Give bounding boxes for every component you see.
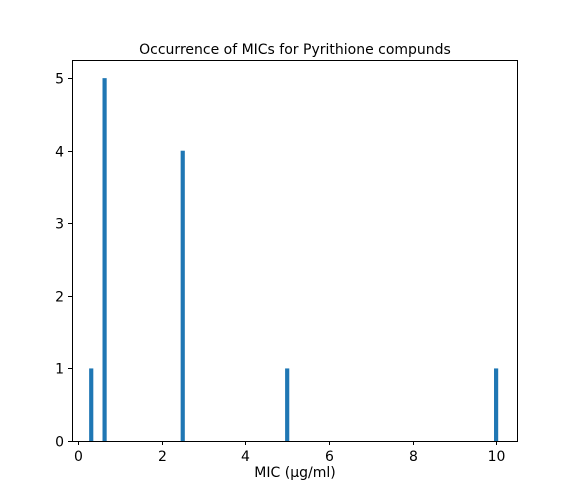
- x-tick-label: 6: [325, 449, 334, 465]
- bar-3: [285, 368, 290, 441]
- x-tick-label: 4: [241, 449, 250, 465]
- y-tick-label: 0: [55, 435, 64, 451]
- chart-title: Occurrence of MICs for Pyrithione compun…: [139, 42, 451, 58]
- bars-group: [89, 78, 499, 441]
- x-tick-label: 2: [158, 449, 167, 465]
- bar-0: [89, 368, 94, 441]
- bar-1: [102, 78, 107, 441]
- y-axis-ticks: 0 1 2 3 4 5: [55, 72, 72, 451]
- x-tick-label: 8: [409, 449, 418, 465]
- bar-2: [180, 150, 185, 441]
- y-tick-label: 2: [55, 290, 64, 306]
- x-axis-label: MIC (µg/ml): [254, 465, 335, 481]
- plot-frame: [72, 60, 518, 442]
- y-tick-label: 4: [55, 145, 64, 161]
- x-tick-label: 0: [74, 449, 83, 465]
- y-tick-label: 3: [55, 217, 64, 233]
- x-axis-ticks: 0 2 4 6 8 10: [74, 441, 505, 465]
- y-tick-label: 1: [55, 362, 64, 378]
- bar-4: [494, 368, 499, 441]
- y-tick-label: 5: [55, 72, 64, 88]
- x-tick-label: 10: [488, 449, 506, 465]
